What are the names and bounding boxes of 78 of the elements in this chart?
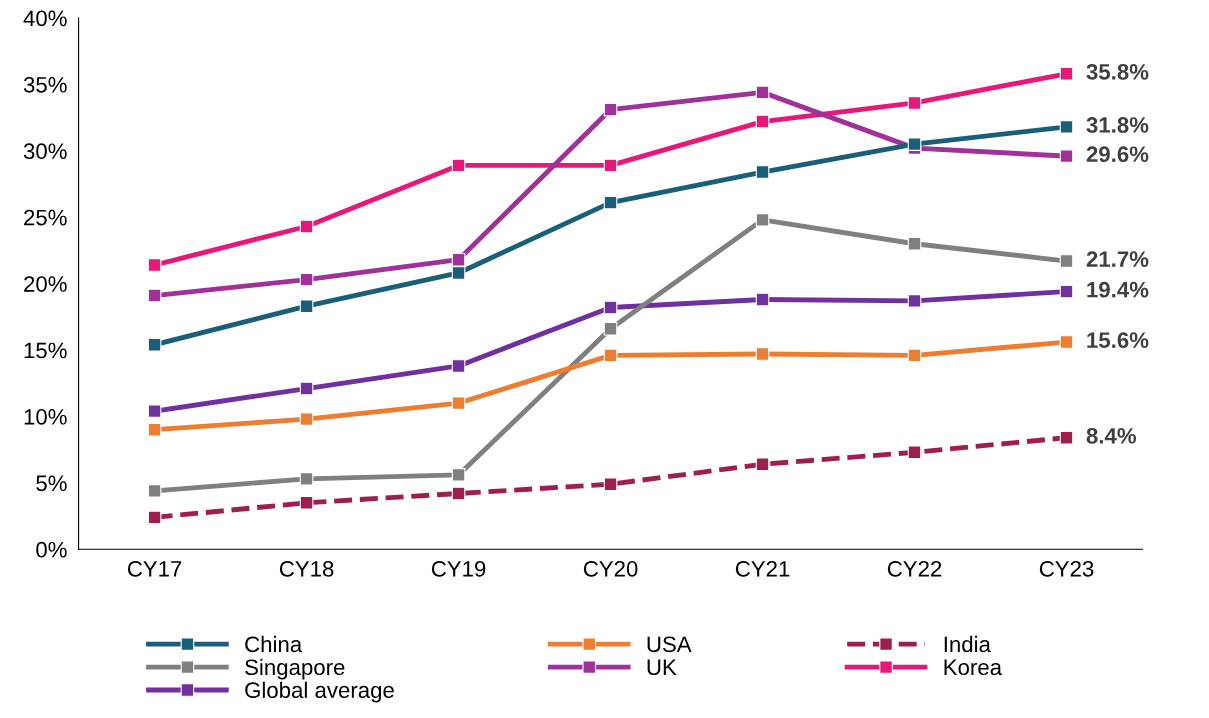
point (299, 219, 314, 234)
point (299, 495, 314, 510)
x-tick-label: CY20 (583, 560, 638, 577)
point (1059, 66, 1074, 81)
legend-label: China (245, 635, 303, 653)
y-tick-label: 15% (24, 342, 67, 359)
x-tick-label: CY23 (1039, 560, 1094, 577)
point (299, 412, 314, 426)
point (147, 510, 162, 525)
point (1059, 149, 1074, 163)
point (1059, 335, 1074, 349)
x-tick-label: CY22 (887, 560, 942, 577)
point (755, 85, 770, 100)
x-tick-label: CY19 (431, 560, 486, 577)
point (603, 321, 618, 336)
point (451, 359, 466, 373)
point (1059, 254, 1074, 268)
point (603, 195, 618, 210)
x-tick-label: CY21 (735, 560, 790, 577)
y-tick-label: 25% (24, 209, 67, 226)
point (147, 337, 162, 352)
point (603, 300, 618, 315)
point (1059, 120, 1074, 134)
point (147, 422, 162, 437)
data-label: 15.6% (1087, 332, 1149, 349)
point (451, 252, 466, 267)
y-tick-label: 10% (24, 408, 67, 425)
data-label: 35.8% (1086, 63, 1149, 80)
point (603, 158, 618, 173)
data-label: 8.4% (1086, 427, 1137, 444)
point (451, 396, 466, 410)
point (755, 213, 770, 227)
y-tick-label: 40% (23, 10, 67, 27)
point (1059, 430, 1074, 445)
data-label: 19.4% (1087, 281, 1149, 298)
point (907, 348, 922, 363)
point (299, 381, 314, 396)
legend-label: Global average (245, 681, 394, 703)
point (755, 457, 770, 472)
point (451, 486, 466, 501)
point (451, 266, 466, 280)
data-label: 21.7% (1086, 251, 1149, 267)
point (755, 114, 770, 129)
point (603, 102, 618, 117)
y-tick-label: 20% (24, 276, 67, 292)
legend-label: India (944, 635, 991, 653)
point (907, 236, 922, 251)
point (755, 165, 770, 179)
y-tick-label: 35% (23, 76, 67, 93)
legend-label: Singapore (245, 658, 345, 680)
point (147, 258, 162, 272)
point (755, 292, 770, 307)
point (907, 96, 922, 110)
point (755, 347, 770, 361)
point (603, 477, 618, 491)
point (451, 468, 466, 482)
point (147, 288, 162, 303)
x-tick-label: CY17 (127, 560, 182, 577)
y-tick-label: 0% (36, 541, 67, 558)
point (299, 472, 314, 486)
point (147, 484, 162, 498)
point (1059, 284, 1074, 299)
point (907, 445, 922, 460)
point (907, 137, 922, 151)
legend-label: UK (647, 659, 677, 676)
point (299, 272, 314, 287)
data-label: 31.8% (1086, 117, 1149, 133)
y-tick-label: 30% (23, 143, 67, 160)
point (603, 348, 618, 363)
legend-label: USA (647, 636, 692, 653)
point (147, 404, 162, 418)
x-tick-label: CY18 (279, 560, 334, 577)
point (907, 294, 922, 308)
data-label: 29.6% (1086, 146, 1149, 163)
legend-label: Korea (944, 659, 1003, 676)
point (451, 158, 466, 173)
point (299, 299, 314, 313)
y-tick-label: 5% (36, 475, 67, 492)
